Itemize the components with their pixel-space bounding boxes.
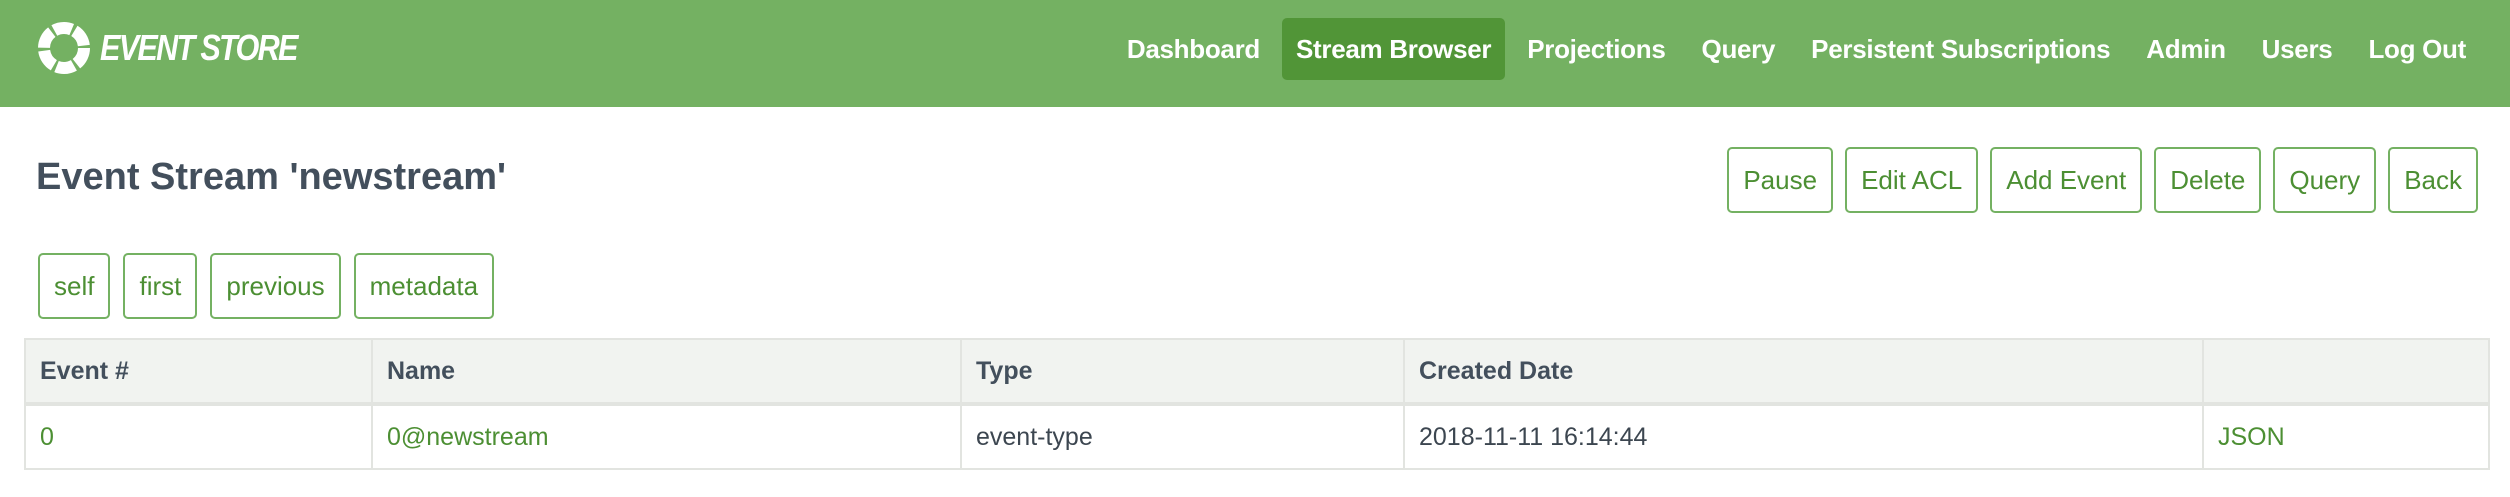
column-header-name: Name	[371, 338, 962, 406]
delete-button[interactable]: Delete	[2154, 147, 2262, 213]
previous-link-button[interactable]: previous	[210, 253, 341, 319]
event-number-link[interactable]: 0	[40, 422, 54, 451]
events-table: Event # Name Type Created Date 0 0@newst…	[24, 338, 2490, 470]
cell-name: 0@newstream	[371, 403, 962, 470]
column-header-created-date: Created Date	[1403, 338, 2204, 406]
query-button[interactable]: Query	[2273, 147, 2377, 213]
main-nav: Dashboard Stream Browser Projections Que…	[1113, 18, 2480, 80]
cell-created-date: 2018-11-11 16:14:44	[1403, 403, 2204, 470]
nav-persistent-subscriptions[interactable]: Persistent Subscriptions	[1811, 34, 2111, 64]
stream-links: self first previous metadata	[38, 253, 495, 319]
self-link-button[interactable]: self	[38, 253, 111, 319]
logo-text: EVENT STORE	[100, 27, 298, 68]
column-header-actions	[2202, 338, 2490, 406]
metadata-link-button[interactable]: metadata	[353, 253, 495, 319]
nav-stream-browser[interactable]: Stream Browser	[1282, 18, 1506, 80]
table-row: 0 0@newstream event-type 2018-11-11 16:1…	[24, 403, 2490, 470]
nav-dashboard[interactable]: Dashboard	[1126, 34, 1260, 64]
nav-admin[interactable]: Admin	[2146, 34, 2226, 64]
stream-actions: Pause Edit ACL Add Event Delete Query Ba…	[1727, 147, 2478, 213]
nav-projections[interactable]: Projections	[1527, 34, 1666, 64]
column-header-event-number: Event #	[24, 338, 373, 406]
cell-type: event-type	[960, 403, 1405, 470]
cell-event-number: 0	[24, 403, 373, 470]
table-header-row: Event # Name Type Created Date	[24, 338, 2490, 406]
event-store-logo[interactable]: EVENT STORE	[36, 20, 331, 76]
pause-button[interactable]: Pause	[1727, 147, 1834, 213]
first-link-button[interactable]: first	[123, 253, 198, 319]
nav-users[interactable]: Users	[2261, 34, 2333, 64]
json-link[interactable]: JSON	[2218, 422, 2285, 451]
back-button[interactable]: Back	[2388, 147, 2478, 213]
page-title: Event Stream 'newstream'	[36, 156, 507, 198]
nav-log-out[interactable]: Log Out	[2368, 34, 2466, 64]
top-navbar: EVENT STORE Dashboard Stream Browser Pro…	[0, 0, 2510, 107]
logo-ring-icon	[38, 22, 90, 74]
add-event-button[interactable]: Add Event	[1990, 147, 2143, 213]
cell-json: JSON	[2202, 403, 2490, 470]
column-header-type: Type	[960, 338, 1405, 406]
nav-query[interactable]: Query	[1701, 34, 1776, 64]
edit-acl-button[interactable]: Edit ACL	[1845, 147, 1979, 213]
event-name-link[interactable]: 0@newstream	[387, 422, 549, 451]
